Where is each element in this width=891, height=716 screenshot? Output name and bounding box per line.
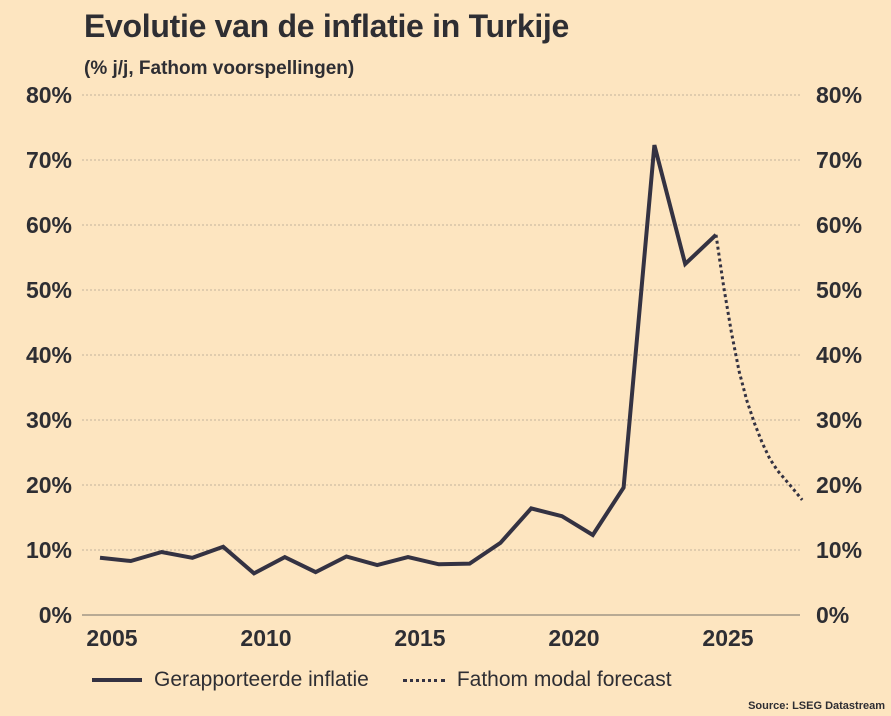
y-tick-label-left: 20%	[26, 472, 72, 498]
y-tick-label-left: 50%	[26, 277, 72, 303]
series-line-forecast	[714, 234, 804, 501]
legend-solid-swatch	[92, 678, 142, 682]
x-tick-label: 2005	[86, 625, 137, 651]
y-tick-label-right: 10%	[816, 537, 862, 563]
y-tick-label-right: 0%	[816, 602, 849, 628]
gridlines	[82, 94, 800, 616]
y-tick-label-left: 0%	[39, 602, 72, 628]
y-tick-label-left: 60%	[26, 212, 72, 238]
y-tick-label-left: 30%	[26, 407, 72, 433]
y-tick-label-left: 40%	[26, 342, 72, 368]
chart-title: Evolutie van de inflatie in Turkije	[84, 8, 570, 44]
x-tick-label: 2020	[548, 625, 599, 651]
y-axis-left: 0% 10% 20% 30% 40% 50% 60% 70% 80%	[26, 82, 72, 628]
x-tick-label: 2025	[702, 625, 753, 651]
y-tick-label-left: 70%	[26, 147, 72, 173]
legend-forecast: Fathom modal forecast	[456, 668, 672, 691]
series-lines	[99, 144, 804, 576]
x-axis: 2005 2010 2015 2020 2025	[86, 625, 753, 651]
x-tick-label: 2015	[394, 625, 445, 651]
y-tick-label-right: 20%	[816, 472, 862, 498]
chart-subtitle: (% j/j, Fathom voorspellingen)	[84, 58, 355, 79]
y-tick-label-right: 60%	[816, 212, 862, 238]
y-tick-label-right: 40%	[816, 342, 862, 368]
source-note: Source: LSEG Datastream	[748, 700, 885, 712]
y-tick-label-left: 10%	[26, 537, 72, 563]
y-tick-label-left: 80%	[26, 82, 72, 108]
y-tick-label-right: 30%	[816, 407, 862, 433]
y-tick-label-right: 70%	[816, 147, 862, 173]
legend-dotted-swatch	[402, 678, 445, 682]
legend: Gerapporteerde inflatie Fathom modal for…	[92, 668, 672, 692]
legend-reported-inflation: Gerapporteerde inflatie	[154, 668, 369, 691]
x-tick-label: 2010	[240, 625, 291, 651]
series-line-reported	[99, 144, 718, 576]
y-axis-right: 0% 10% 20% 30% 40% 50% 60% 70% 80%	[816, 82, 862, 628]
y-tick-label-right: 50%	[816, 277, 862, 303]
y-tick-label-right: 80%	[816, 82, 862, 108]
